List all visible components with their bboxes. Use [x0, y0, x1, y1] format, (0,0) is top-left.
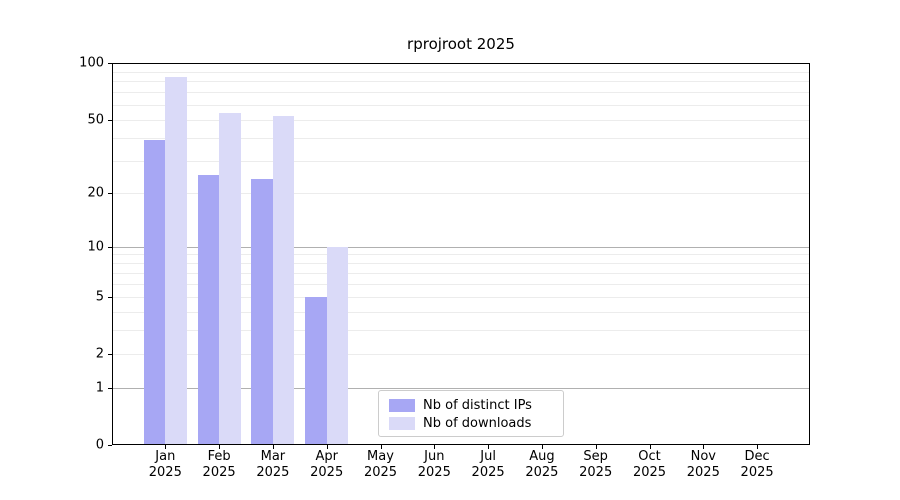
y-tick-mark-0: [108, 445, 112, 446]
x-tick-label-oct: Oct 2025: [632, 449, 667, 480]
x-tick-label-mar: Mar 2025: [256, 449, 290, 480]
bar-downloads-apr: [326, 246, 349, 444]
gridline-minor-20: [113, 193, 809, 194]
bar-distinct-ips-mar: [251, 178, 273, 444]
gridline-minor-50: [113, 119, 809, 121]
y-tick-mark-20: [108, 193, 112, 194]
x-tick-mark-sep: [595, 445, 597, 449]
legend-swatch-distinct-ips: [389, 398, 415, 412]
gridline-minor-60: [113, 104, 809, 106]
y-tick-label-0: 0: [95, 437, 104, 453]
legend-label-downloads: Nb of downloads: [423, 415, 532, 431]
x-tick-label-sep: Sep 2025: [579, 449, 613, 480]
y-tick-mark-2: [108, 354, 112, 356]
x-tick-mark-may: [380, 445, 382, 449]
gridline-minor-5: [113, 296, 809, 298]
legend-swatch-downloads: [389, 416, 415, 430]
x-tick-label-jul: Jul 2025: [471, 449, 505, 480]
y-tick-label-20: 20: [87, 185, 104, 201]
x-tick-mark-oct: [649, 445, 651, 449]
gridline-minor-3: [113, 330, 809, 332]
bar-downloads-jan: [165, 77, 187, 444]
y-tick-mark-50: [108, 119, 112, 121]
bar-downloads-mar: [272, 116, 295, 444]
x-tick-mark-aug: [541, 445, 543, 449]
legend-label-distinct-ips: Nb of distinct IPs: [423, 397, 532, 413]
x-tick-mark-jan: [165, 445, 167, 449]
chart-title: rprojroot 2025: [407, 35, 515, 53]
y-tick-mark-10: [108, 246, 112, 248]
y-tick-label-2: 2: [95, 346, 104, 362]
x-tick-label-aug: Aug 2025: [525, 449, 559, 480]
bar-distinct-ips-apr: [305, 296, 327, 444]
x-tick-label-may: May 2025: [363, 449, 398, 480]
gridline-minor-7: [113, 272, 809, 274]
y-tick-label-100: 100: [79, 55, 104, 71]
gridline-minor-90: [113, 71, 809, 73]
bar-distinct-ips-jan: [143, 139, 166, 444]
x-tick-label-jun: Jun 2025: [417, 449, 451, 480]
legend: Nb of distinct IPs Nb of downloads: [378, 390, 564, 437]
gridline-major-1: [113, 387, 809, 389]
y-tick-label-5: 5: [95, 289, 104, 305]
bar-downloads-feb: [219, 113, 241, 444]
x-tick-mark-jun: [434, 445, 436, 449]
legend-item-downloads: Nb of downloads: [389, 415, 555, 431]
gridline-minor-80: [113, 81, 809, 83]
gridline-minor-30: [113, 160, 809, 162]
gridline-minor-6: [113, 283, 809, 285]
gridline-minor-4: [113, 311, 809, 313]
x-tick-label-feb: Feb 2025: [202, 449, 236, 480]
x-tick-label-dec: Dec 2025: [740, 449, 774, 480]
x-tick-mark-jul: [488, 445, 490, 449]
y-tick-mark-100: [108, 63, 112, 64]
legend-item-distinct-ips: Nb of distinct IPs: [389, 397, 555, 413]
gridline-minor-8: [113, 263, 809, 265]
gridline-minor-70: [113, 92, 809, 94]
gridline-minor-40: [113, 137, 809, 139]
x-tick-mark-apr: [326, 445, 328, 449]
y-tick-label-1: 1: [95, 380, 104, 396]
y-tick-mark-5: [108, 296, 112, 298]
x-tick-label-jan: Jan 2025: [148, 449, 182, 480]
gridline-minor-2: [113, 354, 809, 356]
x-tick-mark-dec: [757, 445, 759, 449]
y-tick-mark-1: [108, 387, 112, 389]
gridline-major-10: [113, 246, 809, 248]
x-tick-mark-mar: [272, 445, 274, 449]
x-tick-label-apr: Apr 2025: [310, 449, 344, 480]
x-tick-mark-nov: [703, 445, 705, 449]
y-tick-label-10: 10: [87, 239, 104, 254]
bar-distinct-ips-feb: [197, 175, 220, 444]
x-tick-mark-feb: [219, 445, 221, 449]
y-tick-label-50: 50: [87, 112, 104, 128]
x-tick-label-nov: Nov 2025: [686, 449, 720, 480]
gridline-minor-9: [113, 254, 809, 256]
